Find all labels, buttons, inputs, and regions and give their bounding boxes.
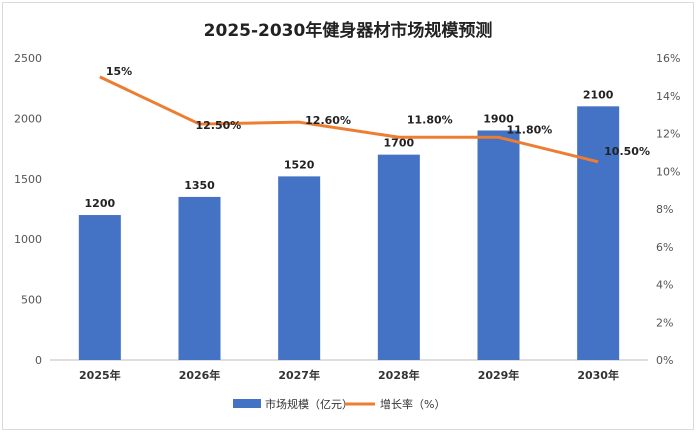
line-data-label: 12.50% xyxy=(196,119,242,132)
legend-label-bar: 市场规模（亿元） xyxy=(265,397,353,411)
y-right-tick-label: 2% xyxy=(656,316,673,329)
y-left-tick-label: 500 xyxy=(21,294,42,307)
line-data-label: 10.50% xyxy=(604,145,650,158)
bar xyxy=(577,106,620,360)
y-left-tick-label: 1500 xyxy=(14,173,42,186)
y-right-tick-label: 10% xyxy=(656,165,680,178)
legend-label-line: 增长率（%） xyxy=(380,397,445,411)
y-right-tick-label: 6% xyxy=(656,241,673,254)
bar xyxy=(78,215,121,360)
line-data-label: 15% xyxy=(106,65,132,78)
y-right-tick-label: 0% xyxy=(656,354,673,367)
bar xyxy=(477,130,520,360)
bar-data-label: 2100 xyxy=(583,88,614,101)
x-tick-label: 2030年 xyxy=(577,368,619,382)
line-series: 15% 12.50% 12.60% 11.80% 11.80% 10.50% xyxy=(99,65,650,164)
legend: 市场规模（亿元） 增长率（%） xyxy=(233,397,445,411)
bar-data-label: 1200 xyxy=(85,197,116,210)
bar-data-label: 1700 xyxy=(384,137,415,150)
bar-data-label: 1350 xyxy=(184,179,215,192)
bar-data-label: 1520 xyxy=(284,158,315,171)
bar xyxy=(278,176,321,360)
bar-data-label: 1900 xyxy=(483,112,514,125)
line-data-label: 11.80% xyxy=(507,123,553,136)
y-right-tick-label: 12% xyxy=(656,128,680,141)
y-right-tick-label: 8% xyxy=(656,203,673,216)
chart-title: 2025-2030年健身器材市场规模预测 xyxy=(204,20,493,41)
bar xyxy=(178,196,221,360)
growth-line xyxy=(99,75,599,164)
x-tick-label: 2028年 xyxy=(378,368,420,382)
y-left-tick-label: 2500 xyxy=(14,52,42,65)
bar xyxy=(377,154,420,360)
x-tick-label: 2027年 xyxy=(278,368,320,382)
y-left-tick-label: 1000 xyxy=(14,233,42,246)
line-data-label: 11.80% xyxy=(407,113,453,126)
x-tick-label: 2029年 xyxy=(478,368,520,382)
x-tick-label: 2026年 xyxy=(179,368,221,382)
bar-series: 1200 1350 1520 1700 1900 2100 xyxy=(78,88,620,360)
y-right-tick-label: 14% xyxy=(656,90,680,103)
legend-swatch-bar xyxy=(233,399,261,408)
line-data-label: 12.60% xyxy=(305,114,351,127)
y-right-tick-label: 4% xyxy=(656,279,673,292)
axes: 0 500 1000 1500 2000 2500 0% 2% 4% 6% 8% 10% 12% 14% 1… xyxy=(14,52,680,382)
x-tick-label: 2025年 xyxy=(79,368,121,382)
y-left-tick-label: 0 xyxy=(35,354,42,367)
y-right-tick-label: 16% xyxy=(656,52,680,65)
y-left-tick-label: 2000 xyxy=(14,112,42,125)
